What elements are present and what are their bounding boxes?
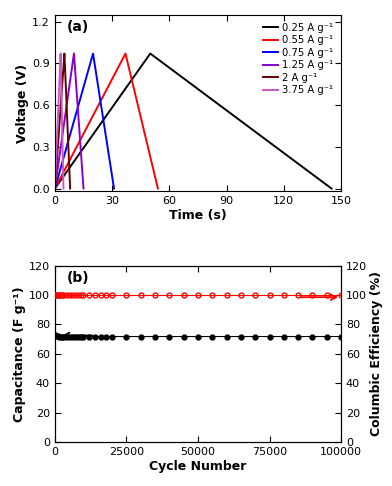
Y-axis label: Columbic Efficiency (%): Columbic Efficiency (%): [370, 271, 383, 436]
0.75 A g⁻¹: [62, 153, 66, 159]
Line: 2 A g⁻¹: 2 A g⁻¹: [55, 53, 70, 189]
0.75 A g⁻¹: [91, 51, 95, 56]
Line: 1.25 A g⁻¹: 1.25 A g⁻¹: [55, 53, 83, 189]
0.25 A g⁻¹: [329, 186, 334, 191]
1.25 A g⁻¹: [72, 51, 76, 56]
0.75 A g⁻¹: [53, 186, 57, 191]
2 A g⁻¹: [55, 153, 60, 159]
1.25 A g⁻¹: [57, 153, 62, 159]
0.25 A g⁻¹: [76, 153, 80, 159]
2 A g⁻¹: [59, 97, 64, 103]
1.25 A g⁻¹: [53, 186, 57, 191]
0.75 A g⁻¹: [100, 112, 105, 118]
0.55 A g⁻¹: [123, 51, 128, 56]
Y-axis label: Voltage (V): Voltage (V): [16, 63, 29, 142]
0.25 A g⁻¹: [195, 86, 200, 92]
Line: 0.75 A g⁻¹: 0.75 A g⁻¹: [55, 53, 114, 189]
3.75 A g⁻¹: [60, 111, 64, 117]
0.75 A g⁻¹: [100, 111, 105, 117]
0.55 A g⁻¹: [138, 112, 143, 118]
3.75 A g⁻¹: [60, 112, 64, 118]
0.55 A g⁻¹: [109, 78, 113, 84]
0.25 A g⁻¹: [53, 186, 57, 191]
3.75 A g⁻¹: [58, 51, 63, 56]
3.75 A g⁻¹: [59, 86, 64, 92]
0.55 A g⁻¹: [138, 111, 142, 117]
0.55 A g⁻¹: [69, 153, 74, 159]
3.75 A g⁻¹: [54, 153, 59, 159]
Text: (b): (b): [66, 271, 89, 285]
2 A g⁻¹: [62, 51, 67, 56]
3.75 A g⁻¹: [57, 78, 62, 84]
0.75 A g⁻¹: [78, 97, 82, 103]
Text: (a): (a): [66, 20, 89, 34]
0.25 A g⁻¹: [148, 51, 152, 56]
0.75 A g⁻¹: [96, 86, 101, 92]
3.75 A g⁻¹: [56, 97, 61, 103]
3.75 A g⁻¹: [61, 186, 66, 191]
0.75 A g⁻¹: [83, 78, 87, 84]
1.25 A g⁻¹: [68, 78, 73, 84]
2 A g⁻¹: [53, 186, 57, 191]
Line: 0.25 A g⁻¹: 0.25 A g⁻¹: [55, 53, 332, 189]
2 A g⁻¹: [68, 186, 73, 191]
3.75 A g⁻¹: [53, 186, 57, 191]
0.55 A g⁻¹: [99, 97, 103, 103]
2 A g⁻¹: [64, 86, 68, 92]
1.25 A g⁻¹: [76, 111, 81, 117]
Line: 0.55 A g⁻¹: 0.55 A g⁻¹: [55, 53, 158, 189]
0.25 A g⁻¹: [128, 78, 133, 84]
0.75 A g⁻¹: [112, 186, 116, 191]
0.25 A g⁻¹: [231, 112, 236, 118]
0.55 A g⁻¹: [156, 186, 160, 191]
0.55 A g⁻¹: [132, 86, 136, 92]
X-axis label: Time (s): Time (s): [169, 209, 227, 222]
2 A g⁻¹: [60, 78, 65, 84]
0.55 A g⁻¹: [53, 186, 57, 191]
0.25 A g⁻¹: [115, 97, 120, 103]
X-axis label: Cycle Number: Cycle Number: [149, 460, 247, 473]
0.25 A g⁻¹: [229, 111, 234, 117]
1.25 A g⁻¹: [76, 112, 81, 118]
Y-axis label: Capacitance (F g⁻¹): Capacitance (F g⁻¹): [13, 286, 26, 422]
2 A g⁻¹: [65, 112, 69, 118]
1.25 A g⁻¹: [65, 97, 70, 103]
Legend: 0.25 A g⁻¹, 0.55 A g⁻¹, 0.75 A g⁻¹, 1.25 A g⁻¹, 2 A g⁻¹, 3.75 A g⁻¹: 0.25 A g⁻¹, 0.55 A g⁻¹, 0.75 A g⁻¹, 1.25…: [260, 19, 336, 98]
Line: 3.75 A g⁻¹: 3.75 A g⁻¹: [55, 53, 64, 189]
2 A g⁻¹: [65, 111, 69, 117]
1.25 A g⁻¹: [74, 86, 79, 92]
1.25 A g⁻¹: [81, 186, 86, 191]
